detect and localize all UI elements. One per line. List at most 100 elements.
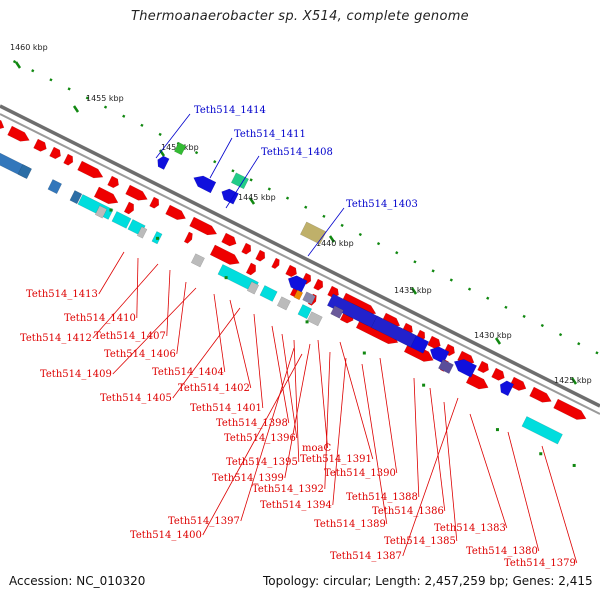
label-leader-line	[225, 155, 260, 209]
forward-gene-arrow	[125, 184, 148, 201]
gene-label-bottom: Teth514_1383	[434, 523, 506, 534]
label-leader-line	[443, 401, 458, 542]
reverse-gene-block	[370, 315, 417, 348]
gene-label-bottom: Teth514_1413	[26, 289, 98, 300]
forward-gene-arrow	[183, 231, 193, 244]
label-leader-line	[429, 387, 446, 512]
ruler-tick	[12, 59, 17, 64]
reverse-gene-arrow	[287, 275, 308, 293]
label-leader-line	[281, 333, 298, 439]
forward-gene-arrow	[165, 204, 187, 221]
gene-label-bottom: Teth514_1409	[40, 369, 112, 380]
ruler-tick	[49, 78, 53, 82]
gene-label-bottom: Teth514_1404	[152, 367, 224, 378]
label-leader-line	[209, 137, 233, 179]
label-leader-line	[507, 431, 540, 552]
label-leader-line	[361, 363, 388, 525]
gene-label-bottom: Teth514_1406	[104, 349, 176, 360]
gene-label-top: Teth514_1414	[194, 105, 266, 116]
cds-block-gray	[276, 296, 291, 311]
kbp-major-tick	[72, 105, 80, 113]
label-leader-line	[155, 113, 191, 159]
label-leader-line	[202, 353, 303, 536]
cds-block-reverse	[69, 190, 83, 205]
cds-block-gray	[94, 205, 108, 219]
kbp-label: 1460 kbp	[10, 43, 48, 52]
kbp-label: 1430 kbp	[474, 331, 512, 340]
label-leader-line	[172, 307, 241, 399]
map-title: Thermoanaerobacter sp. X514, complete ge…	[131, 9, 469, 24]
forward-gene-arrow	[477, 360, 489, 374]
forward-gene-arrow	[209, 244, 240, 265]
kbp-major-tick	[410, 287, 418, 295]
forward-gene-arrow	[529, 386, 552, 403]
gene-block-green	[173, 142, 187, 156]
ruler-tick	[322, 214, 326, 218]
ruler-tick	[395, 251, 399, 255]
ruler-tick	[504, 305, 508, 309]
kbp-label: 1445 kbp	[238, 193, 276, 202]
forward-gene-arrow	[271, 257, 280, 270]
gene-block-purple	[330, 305, 344, 319]
cds-block-forward	[111, 211, 132, 229]
ruler-tick	[558, 333, 563, 337]
forward-gene-arrow	[49, 146, 61, 160]
cds-block-forward	[297, 304, 313, 320]
cds-block-forward	[217, 264, 259, 293]
label-leader-line	[379, 357, 398, 474]
backbone-line	[0, 104, 600, 408]
label-leader-line	[469, 413, 508, 529]
ruler-tick	[540, 323, 544, 328]
feature-marker	[362, 351, 366, 355]
cds-block-gray	[306, 311, 323, 327]
gene-label-bottom: Teth514_1387	[330, 551, 402, 562]
label-leader-line	[112, 287, 197, 375]
gene-block-purple	[438, 359, 454, 375]
ruler-tick	[413, 260, 417, 264]
gene-label-bottom: Teth514_1396	[224, 433, 296, 444]
gene-label-bottom: Teth514_1410	[64, 313, 136, 324]
forward-gene-arrow	[107, 175, 119, 189]
gene-block-orange	[293, 289, 304, 301]
label-leader-line	[541, 445, 578, 564]
kbp-label: 1440 kbp	[316, 239, 354, 248]
ruler-tick	[595, 351, 599, 355]
ruler-tick	[486, 296, 490, 300]
forward-gene-arrow	[509, 376, 527, 391]
gene-label-bottom: Teth514_1402	[178, 383, 250, 394]
kbp-major-tick	[494, 337, 502, 345]
ruler-tick	[103, 105, 108, 109]
forward-gene-arrow	[63, 153, 74, 166]
genome-summary-text: Topology: circular; Length: 2,457,259 bp…	[263, 574, 593, 588]
ruler-tick	[376, 242, 381, 246]
forward-gene-arrow	[189, 216, 218, 236]
feature-marker	[495, 428, 499, 432]
gene-label-bottom: Teth514_1412	[20, 333, 92, 344]
gene-label-bottom: Teth514_1394	[260, 500, 332, 511]
gene-label-bottom: Teth514_1380	[466, 546, 538, 557]
cds-block-gray	[190, 253, 205, 268]
gene-label-bottom: Teth514_1385	[384, 536, 456, 547]
gene-label-bottom: Teth514_1399	[212, 473, 284, 484]
gene-label-bottom: Teth514_1379	[504, 558, 576, 569]
forward-gene-arrow	[245, 262, 256, 276]
gene-label-bottom: Teth514_1397	[168, 516, 240, 527]
label-leader-line	[307, 207, 345, 257]
ruler-tick	[194, 151, 199, 155]
forward-gene-arrow	[313, 278, 324, 291]
reverse-gene-arrow	[453, 359, 478, 378]
forward-gene-arrow	[93, 186, 119, 205]
label-leader-line	[271, 325, 290, 424]
forward-gene-arrow	[285, 264, 297, 278]
cds-block-reverse	[17, 164, 33, 180]
gene-block-slate	[302, 291, 316, 305]
label-leader-line	[98, 251, 125, 295]
cds-block-gray	[246, 281, 260, 295]
kbp-label: 1455 kbp	[86, 94, 124, 103]
ruler-tick	[358, 232, 362, 237]
ruler-tick	[522, 314, 526, 319]
gene-label-bottom: moaC	[302, 443, 331, 454]
ruler-tick	[267, 187, 271, 191]
ruler-tick	[140, 123, 144, 127]
